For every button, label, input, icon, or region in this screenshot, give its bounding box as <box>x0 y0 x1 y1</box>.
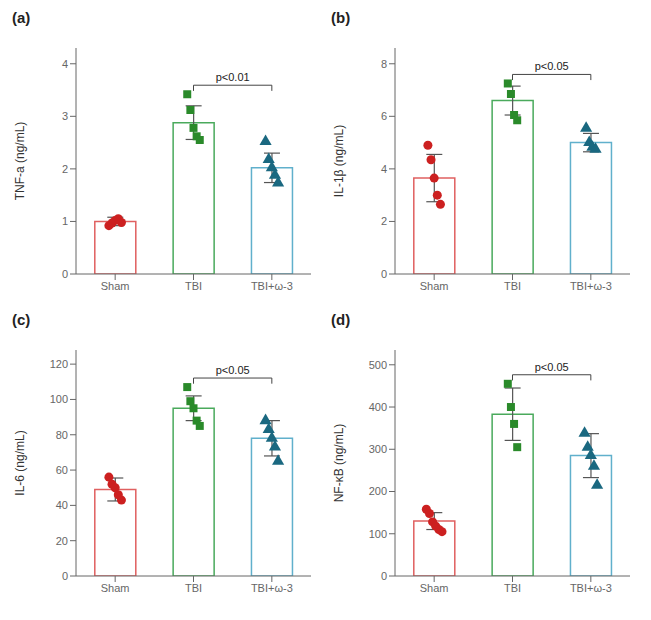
svg-text:100: 100 <box>369 528 387 540</box>
svg-text:Sham: Sham <box>101 582 130 594</box>
svg-text:p<0.05: p<0.05 <box>216 364 250 376</box>
svg-text:p<0.05: p<0.05 <box>535 60 569 72</box>
svg-text:TBI+ω-3: TBI+ω-3 <box>570 280 612 292</box>
svg-text:TBI+ω-3: TBI+ω-3 <box>251 280 293 292</box>
svg-text:TBI: TBI <box>504 280 521 292</box>
html-text:(b): (b) <box>331 9 351 26</box>
svg-text:80: 80 <box>56 429 68 441</box>
svg-text:500: 500 <box>369 359 387 371</box>
svg-text:Sham: Sham <box>420 280 449 292</box>
svg-text:TBI: TBI <box>185 582 202 594</box>
svg-text:0: 0 <box>62 570 68 582</box>
html-text:(d): (d) <box>331 311 351 328</box>
svg-text:p<0.05: p<0.05 <box>535 361 569 373</box>
svg-text:0: 0 <box>381 570 387 582</box>
svg-text:TBI: TBI <box>504 582 521 594</box>
svg-text:100: 100 <box>50 393 68 405</box>
html-text:(a): (a) <box>12 9 31 26</box>
svg-text:0: 0 <box>62 268 68 280</box>
svg-text:p<0.01: p<0.01 <box>216 71 250 83</box>
svg-text:2: 2 <box>381 215 387 227</box>
svg-text:NF-κB (ng/mL): NF-κB (ng/mL) <box>332 424 346 503</box>
svg-text:200: 200 <box>369 485 387 497</box>
svg-text:IL-1β (ng/mL): IL-1β (ng/mL) <box>332 125 346 197</box>
svg-text:120: 120 <box>50 358 68 370</box>
svg-text:4: 4 <box>62 58 68 70</box>
svg-text:TBI+ω-3: TBI+ω-3 <box>251 582 293 594</box>
svg-text:Sham: Sham <box>101 280 130 292</box>
svg-text:TBI: TBI <box>185 280 202 292</box>
svg-text:3: 3 <box>62 110 68 122</box>
svg-text:60: 60 <box>56 464 68 476</box>
svg-text:TBI+ω-3: TBI+ω-3 <box>570 582 612 594</box>
svg-text:20: 20 <box>56 535 68 547</box>
svg-text:Sham: Sham <box>420 582 449 594</box>
svg-text:TNF-a (ng/mL): TNF-a (ng/mL) <box>13 122 27 201</box>
svg-text:40: 40 <box>56 499 68 511</box>
svg-text:4: 4 <box>381 163 387 175</box>
html-text:(c): (c) <box>12 311 31 328</box>
svg-text:6: 6 <box>381 110 387 122</box>
svg-text:300: 300 <box>369 443 387 455</box>
svg-text:8: 8 <box>381 58 387 70</box>
svg-text:IL-6 (ng/mL): IL-6 (ng/mL) <box>13 430 27 495</box>
svg-text:2: 2 <box>62 163 68 175</box>
svg-text:400: 400 <box>369 401 387 413</box>
svg-text:1: 1 <box>62 215 68 227</box>
svg-text:0: 0 <box>381 268 387 280</box>
